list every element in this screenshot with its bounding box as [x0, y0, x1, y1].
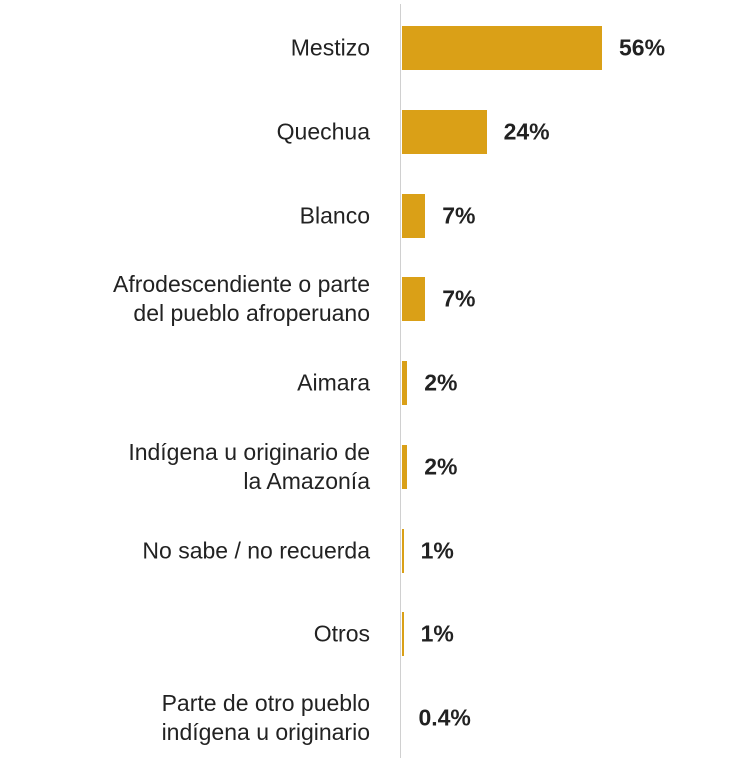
bar [401, 25, 603, 71]
bar [401, 443, 409, 490]
value-label: 56% [619, 34, 666, 61]
axis-line [400, 4, 401, 758]
value-label: 24% [503, 118, 550, 145]
bar [401, 695, 403, 741]
category-label: Afrodescendiente o parte del pueblo afro… [112, 271, 370, 327]
category-label: Mestizo [290, 34, 370, 61]
value-label: 7% [442, 285, 476, 312]
value-label: 1% [420, 620, 454, 647]
value-label: 2% [424, 453, 458, 480]
value-label: 1% [420, 537, 454, 563]
category-label: Aimara [297, 369, 370, 396]
value-label: 2% [424, 369, 458, 396]
bar [401, 611, 405, 658]
category-label: Quechua [276, 118, 370, 145]
bar [401, 360, 409, 406]
value-label: 0.4% [418, 704, 471, 731]
category-label: Blanco [299, 202, 370, 228]
bar [401, 527, 405, 574]
bar [401, 276, 427, 323]
bar [401, 192, 427, 239]
category-label: No sabe / no recuerda [142, 537, 370, 563]
category-label: Otros [313, 620, 370, 647]
category-label: Parte de otro pueblo indígena u originar… [161, 690, 370, 745]
bar [401, 108, 488, 155]
category-label: Indígena u originario de la Amazonía [128, 438, 370, 494]
value-label: 7% [442, 202, 476, 228]
